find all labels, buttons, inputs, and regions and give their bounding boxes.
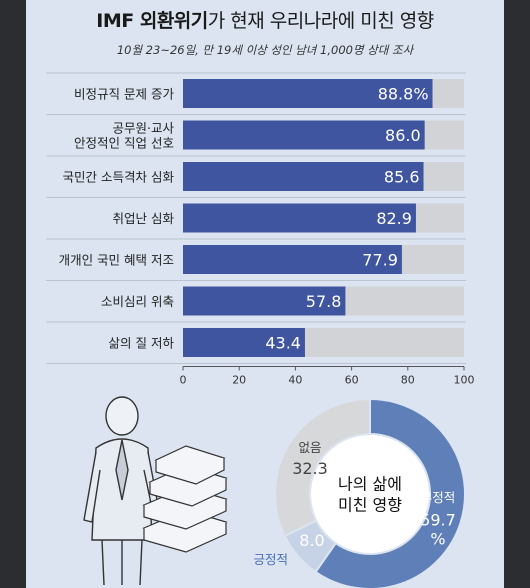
value-label: 77.9 xyxy=(362,251,398,270)
chart-title: IMF 외환위기가 현재 우리나라에 미친 영향 xyxy=(26,6,504,33)
value-label: 86.0 xyxy=(385,126,421,145)
value-label: 82.9 xyxy=(376,209,412,228)
category-label: 취업난 심화 xyxy=(113,211,175,226)
category-label: 국민간 소득격차 심화 xyxy=(63,170,175,185)
x-tick-label: 80 xyxy=(401,374,415,387)
bar-row: 삶의 질 저하 43.4 xyxy=(109,328,464,357)
slice-label: 없음 xyxy=(298,440,321,455)
bar-row: 공무원·교사 안정적인 직업 선호 86.0 xyxy=(74,120,464,151)
bar-row: 개개인 국민 혜택 저조 77.9 xyxy=(59,245,464,274)
bar xyxy=(183,203,416,233)
x-tick-label: 60 xyxy=(345,374,359,387)
title-rest: 가 현재 우리나라에 미친 영향 xyxy=(207,10,434,32)
value-label: 43.4 xyxy=(265,334,301,353)
category-label: 삶의 질 저하 xyxy=(109,336,175,351)
bar-row: 국민간 소득격차 심화 85.6 xyxy=(63,162,464,191)
slice-label: 긍정적 xyxy=(253,552,288,567)
chart-area: 비정규직 문제 증가 88.8% 공무원·교사 안정적인 직업 선호 86.0 국민간 소… xyxy=(46,72,475,588)
bar xyxy=(183,286,346,316)
bar xyxy=(183,120,425,150)
bar xyxy=(183,328,305,357)
money-stack-icon xyxy=(142,445,228,553)
x-tick-label: 40 xyxy=(288,374,302,387)
bar xyxy=(183,79,433,108)
category-label: 개개인 국민 혜택 저조 xyxy=(59,253,174,268)
slice-value-label: 8.0 xyxy=(299,531,324,550)
x-tick-label: 0 xyxy=(180,374,187,387)
value-label: 57.8 xyxy=(306,292,342,311)
chart-subtitle: 10월 23~26일, 만 19세 이상 성인 남녀 1,000명 상대 조사 xyxy=(116,43,414,57)
category-label: 비정규직 문제 증가 xyxy=(74,87,174,102)
bar-row: 취업난 심화 82.9 xyxy=(113,203,464,233)
pie-slice xyxy=(274,397,371,538)
value-label: 88.8% xyxy=(378,85,429,104)
person-illustration xyxy=(83,396,159,586)
x-tick-label: 100 xyxy=(454,374,475,387)
category-label: 공무원·교사 안정적인 직업 선호 xyxy=(74,121,174,151)
category-label: 소비심리 위축 xyxy=(101,294,174,309)
value-label: 85.6 xyxy=(384,168,420,187)
slice-label: 부정적 xyxy=(421,490,456,505)
bar-row: 소비심리 위축 57.8 xyxy=(101,286,464,316)
pie-slice xyxy=(314,397,466,588)
donut-center-label: 나의 삶에 미친 영향 xyxy=(338,475,402,515)
donut-hole xyxy=(311,435,429,553)
bar xyxy=(183,162,424,191)
x-tick-label: 20 xyxy=(232,374,246,387)
infographic-card: IMF 외환위기가 현재 우리나라에 미친 영향 10월 23~26일, 만 1… xyxy=(26,0,504,588)
bar xyxy=(183,245,402,274)
slice-value-label: 59.7% xyxy=(420,511,456,549)
slice-value-label: 32.3 xyxy=(292,459,328,478)
bar-row: 비정규직 문제 증가 88.8% xyxy=(74,79,464,108)
title-bold: IMF 외환위기 xyxy=(96,10,208,32)
